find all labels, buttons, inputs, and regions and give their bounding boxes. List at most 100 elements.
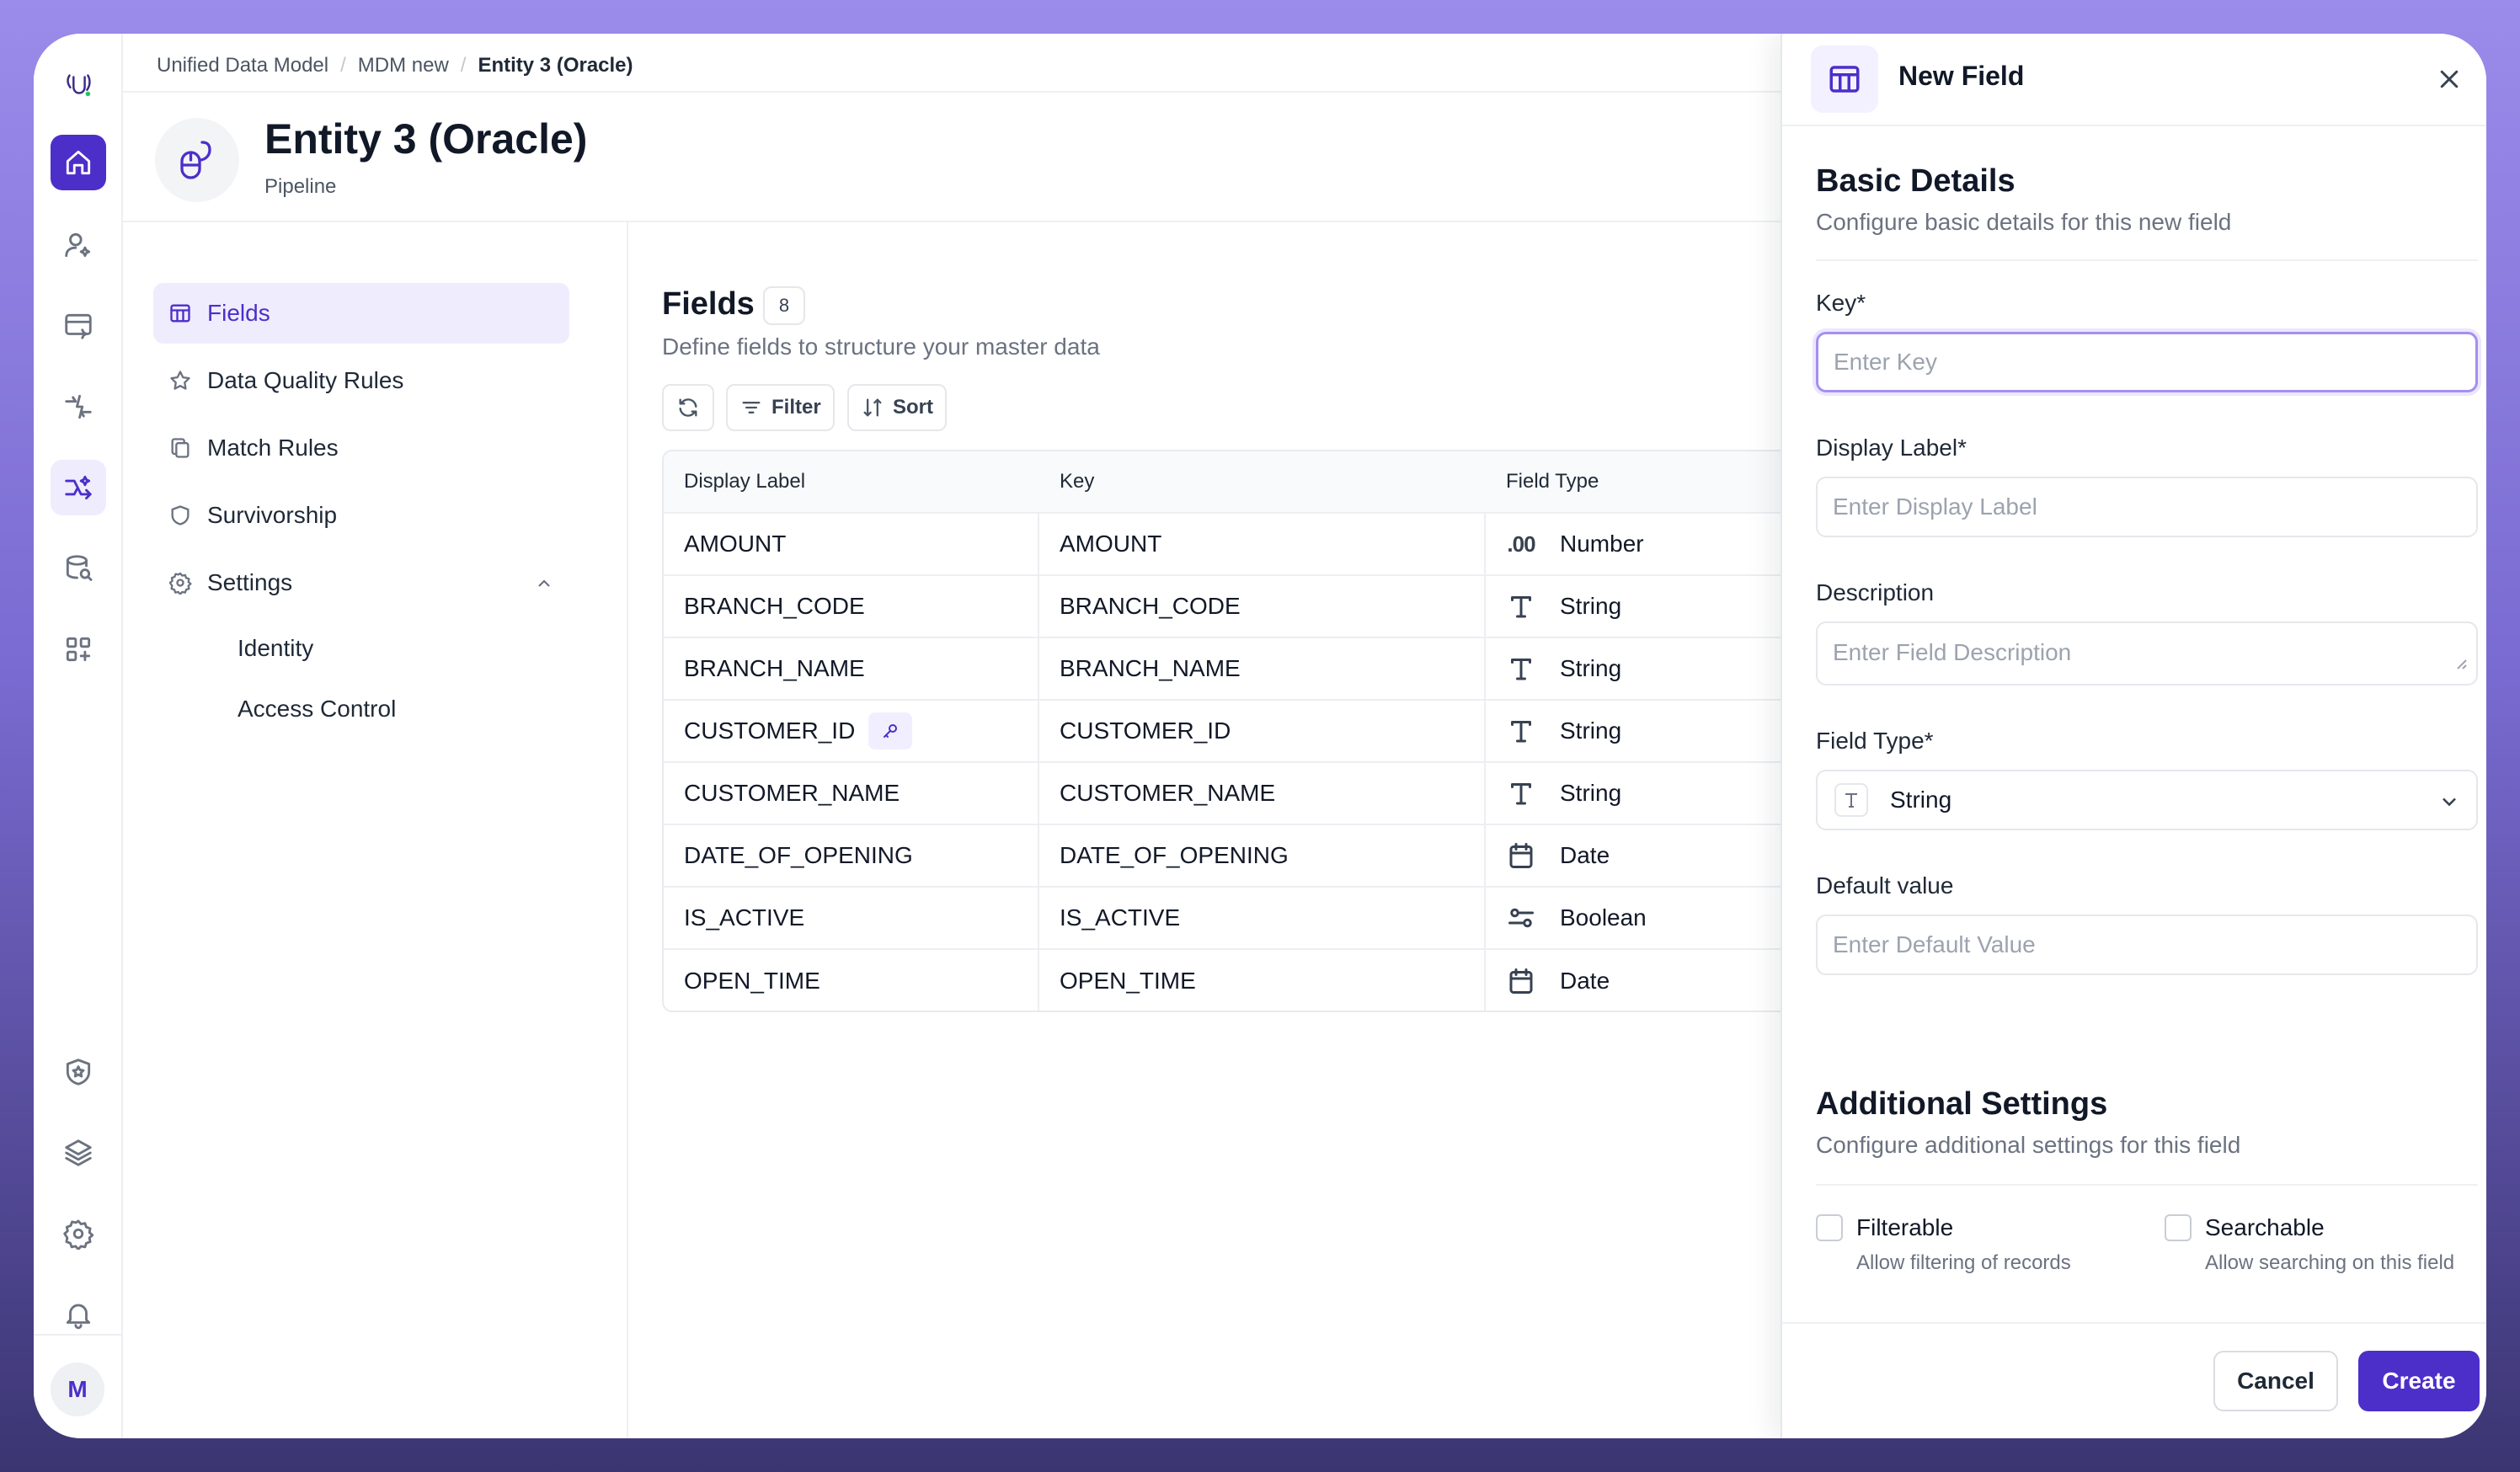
chevron-up-icon[interactable] bbox=[534, 573, 554, 593]
row-label: CUSTOMER_NAME bbox=[684, 780, 900, 806]
filter-icon bbox=[742, 402, 761, 413]
resize-handle-icon[interactable] bbox=[2454, 657, 2468, 670]
row-label: BRANCH_CODE bbox=[684, 593, 865, 619]
avatar[interactable]: M bbox=[51, 1363, 104, 1416]
default-value-input[interactable] bbox=[1816, 915, 2478, 975]
table-row[interactable]: IS_ACTIVE IS_ACTIVE Boolean bbox=[664, 888, 1841, 950]
chevron-down-icon bbox=[2437, 790, 2461, 813]
refresh-icon bbox=[679, 398, 697, 417]
nav-item-fields[interactable]: Fields bbox=[153, 283, 569, 344]
sort-icon bbox=[863, 398, 882, 417]
nav-item-match-rules[interactable]: Match Rules bbox=[153, 418, 569, 478]
drawer-header-divider bbox=[1782, 125, 2486, 126]
section-divider bbox=[1816, 1184, 2478, 1186]
searchable-label: Searchable bbox=[2205, 1214, 2325, 1240]
fields-panel: Fields 8 Define fields to structure your… bbox=[630, 222, 1841, 1438]
bell-icon[interactable] bbox=[51, 1287, 106, 1342]
drawer-title: New Field bbox=[1898, 61, 2025, 91]
breadcrumb: Unified Data Model / MDM new / Entity 3 … bbox=[157, 49, 633, 83]
key-label: Key* bbox=[1816, 290, 1866, 316]
toggle-icon bbox=[1506, 903, 1536, 933]
text-icon bbox=[1506, 653, 1536, 684]
searchable-help: Allow searching on this field bbox=[2205, 1251, 2455, 1274]
billing-icon[interactable] bbox=[51, 298, 106, 354]
close-icon bbox=[2440, 70, 2459, 88]
searchable-checkbox[interactable] bbox=[2165, 1214, 2192, 1241]
display-label-label: Display Label* bbox=[1816, 435, 1967, 461]
table-row[interactable]: OPEN_TIME OPEN_TIME Date bbox=[664, 950, 1841, 1011]
filterable-checkbox[interactable] bbox=[1816, 1214, 1843, 1241]
copy-icon bbox=[168, 436, 192, 460]
sort-button[interactable]: Sort bbox=[847, 384, 947, 431]
logo-icon[interactable] bbox=[51, 57, 106, 113]
filter-button[interactable]: Filter bbox=[726, 384, 835, 431]
pipeline-icon[interactable] bbox=[51, 460, 106, 515]
table-row[interactable]: CUSTOMER_NAME CUSTOMER_NAME String bbox=[664, 763, 1841, 825]
icon-rail: M bbox=[34, 34, 123, 1438]
row-type-label: String bbox=[1560, 717, 1622, 744]
calendar-icon bbox=[1506, 840, 1536, 871]
apps-add-icon[interactable] bbox=[51, 621, 106, 677]
column-header[interactable]: Display Label bbox=[684, 470, 806, 493]
database-search-icon[interactable] bbox=[51, 541, 106, 596]
table-row[interactable]: DATE_OF_OPENING DATE_OF_OPENING Date bbox=[664, 825, 1841, 888]
users-icon[interactable] bbox=[51, 217, 106, 273]
row-type: Date bbox=[1506, 950, 1610, 1011]
cancel-button[interactable]: Cancel bbox=[2213, 1351, 2338, 1411]
nav-item-label: Data Quality Rules bbox=[207, 367, 404, 393]
row-type: Boolean bbox=[1506, 888, 1647, 948]
display-label-input[interactable] bbox=[1816, 477, 2478, 537]
table-row[interactable]: CUSTOMER_ID CUSTOMER_ID String bbox=[664, 701, 1841, 763]
column-header[interactable]: Field Type bbox=[1506, 470, 1599, 493]
breadcrumb-item[interactable]: Unified Data Model bbox=[157, 54, 329, 77]
table-row[interactable]: BRANCH_NAME BRANCH_NAME String bbox=[664, 638, 1841, 701]
row-type: String bbox=[1506, 638, 1621, 699]
text-icon bbox=[1834, 783, 1868, 817]
default-value-label: Default value bbox=[1816, 872, 1954, 899]
page-subtitle: Pipeline bbox=[264, 175, 337, 198]
nav-item-data-quality-rules[interactable]: Data Quality Rules bbox=[153, 350, 569, 411]
basic-details-title: Basic Details bbox=[1816, 163, 2015, 199]
field-type-value: String bbox=[1890, 787, 1952, 813]
filterable-help: Allow filtering of records bbox=[1856, 1251, 2071, 1274]
sparkle-flow-icon[interactable] bbox=[51, 379, 106, 435]
breadcrumb-item[interactable]: MDM new bbox=[357, 54, 449, 77]
refresh-button[interactable] bbox=[662, 384, 714, 431]
fields-table: Display Label Key Field Type AMOUNT AMOU… bbox=[662, 450, 1841, 1012]
home-icon[interactable] bbox=[51, 135, 106, 190]
layers-icon[interactable] bbox=[51, 1125, 106, 1181]
row-label: IS_ACTIVE bbox=[684, 904, 805, 931]
rail-divider bbox=[34, 1334, 121, 1336]
key-input[interactable] bbox=[1816, 332, 2478, 392]
nav-subitem-identity[interactable]: Identity bbox=[238, 635, 314, 661]
new-field-drawer: New Field Basic Details Configure basic … bbox=[1781, 34, 2486, 1438]
row-key: CUSTOMER_ID bbox=[1060, 717, 1231, 744]
column-header[interactable]: Key bbox=[1060, 470, 1095, 493]
create-button[interactable]: Create bbox=[2358, 1351, 2480, 1411]
table-icon bbox=[168, 301, 192, 325]
shield-icon bbox=[168, 504, 192, 527]
nav-item-label: Fields bbox=[207, 300, 270, 326]
shield-star-icon[interactable] bbox=[51, 1044, 106, 1100]
header-divider bbox=[123, 91, 2486, 93]
description-textarea[interactable] bbox=[1816, 621, 2478, 685]
nav-subitem-access-control[interactable]: Access Control bbox=[238, 696, 397, 722]
filter-label: Filter bbox=[771, 396, 821, 419]
text-icon bbox=[1506, 778, 1536, 808]
gear-icon bbox=[168, 571, 192, 595]
row-type-label: String bbox=[1560, 593, 1622, 619]
close-button[interactable] bbox=[2432, 62, 2466, 96]
row-key: AMOUNT bbox=[1060, 531, 1162, 557]
row-type-label: Date bbox=[1560, 842, 1610, 868]
row-type-label: String bbox=[1560, 780, 1622, 806]
table-row[interactable]: BRANCH_CODE BRANCH_CODE String bbox=[664, 576, 1841, 638]
nav-item-survivorship[interactable]: Survivorship bbox=[153, 485, 569, 546]
table-row[interactable]: AMOUNT AMOUNT .00 Number bbox=[664, 514, 1841, 576]
settings-icon[interactable] bbox=[51, 1206, 106, 1261]
row-label: AMOUNT bbox=[684, 531, 787, 557]
nav-item-settings[interactable]: Settings bbox=[153, 552, 569, 613]
row-type: .00 Number bbox=[1506, 514, 1643, 574]
row-key: DATE_OF_OPENING bbox=[1060, 842, 1289, 868]
text-icon bbox=[1506, 591, 1536, 621]
field-type-select[interactable]: String bbox=[1816, 770, 2478, 830]
